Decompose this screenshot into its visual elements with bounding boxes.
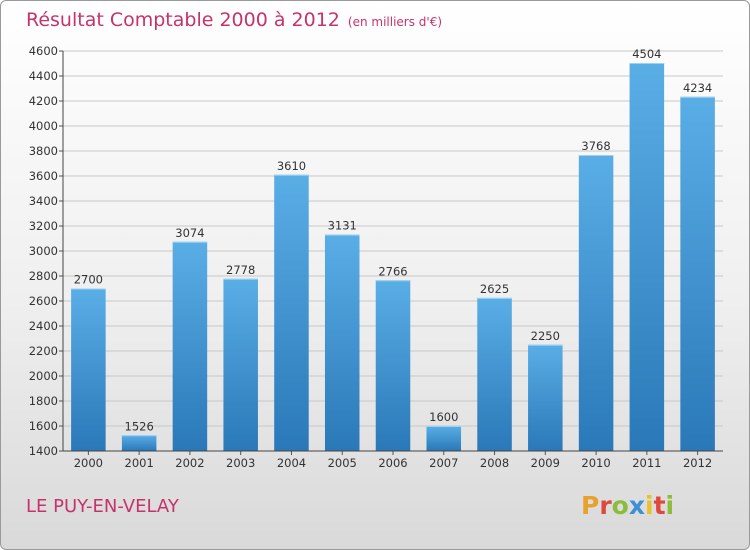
y-tick-label: 3400	[29, 194, 58, 208]
x-tick-label: 2011	[632, 456, 661, 470]
chart-subtitle: (en milliers d'€)	[347, 15, 443, 29]
x-tick-label: 2008	[480, 456, 509, 470]
data-label-2009: 2250	[531, 329, 560, 343]
x-tick-label: 2012	[683, 456, 712, 470]
y-tick-label: 2000	[29, 369, 58, 383]
bar-2006	[375, 280, 411, 451]
bar-2005	[324, 234, 360, 451]
x-tick-label: 2004	[277, 456, 306, 470]
x-tick-label: 2002	[175, 456, 204, 470]
proxiti-logo: Proxiti	[581, 491, 674, 520]
logo-letter: P	[581, 491, 600, 520]
x-tick-label: 2007	[429, 456, 458, 470]
logo-letter: o	[611, 491, 629, 520]
y-tick-label: 3800	[29, 144, 58, 158]
logo-letter: i	[645, 491, 654, 520]
bar-2011	[629, 63, 665, 451]
logo-letter: x	[628, 491, 645, 520]
y-tick-label: 1400	[29, 444, 58, 458]
bar-2009	[528, 344, 563, 451]
x-tick-label: 2000	[74, 456, 103, 470]
y-tick-label: 3600	[29, 169, 58, 183]
x-tick-label: 2003	[226, 456, 255, 470]
y-tick-label: 3200	[29, 219, 58, 233]
x-tick-label: 2010	[581, 456, 610, 470]
logo-letter: i	[665, 491, 675, 520]
logo-letter: t	[653, 491, 666, 520]
y-tick-label: 2800	[29, 269, 58, 283]
data-label-2012: 4234	[683, 81, 712, 95]
bar-2010	[578, 155, 614, 451]
data-label-2006: 2766	[378, 264, 407, 278]
bar-2001	[121, 435, 157, 451]
place-name: LE PUY-EN-VELAY	[26, 496, 179, 517]
y-tick-label: 2200	[29, 344, 58, 358]
data-label-2001: 1526	[125, 419, 154, 433]
y-tick-label: 3000	[29, 244, 58, 258]
bar-2004	[274, 174, 309, 451]
bar-2012	[680, 96, 715, 451]
bar-2003	[223, 278, 258, 451]
data-label-2000: 2700	[74, 273, 103, 287]
bars: 2700 1526 3074 2778 3610 3131 2766 1600 2625 2250…	[71, 47, 715, 451]
y-tick-label: 1800	[29, 394, 58, 408]
data-label-2008: 2625	[480, 282, 509, 296]
data-label-2005: 3131	[328, 219, 357, 233]
bar-2008	[477, 297, 512, 451]
bar-2002	[172, 241, 208, 451]
data-label-2007: 1600	[429, 410, 458, 424]
bar-2007	[426, 426, 462, 451]
data-label-2010: 3768	[581, 139, 610, 153]
y-tick-label: 4200	[29, 94, 58, 108]
y-tick-label: 4000	[29, 119, 58, 133]
y-tick-label: 2600	[29, 294, 58, 308]
y-axis-ticks: 1400 1600 1800 2000 2200 2400 2600 2800 3000 3200…	[29, 44, 63, 458]
logo-letter: r	[599, 491, 612, 520]
y-tick-label: 1600	[29, 419, 58, 433]
x-tick-label: 2005	[328, 456, 357, 470]
data-label-2011: 4504	[632, 47, 661, 61]
y-tick-label: 4600	[29, 44, 58, 58]
y-tick-label: 2400	[29, 319, 58, 333]
chart-title: Résultat Comptable 2000 à 2012 (en millie…	[26, 9, 442, 31]
data-label-2002: 3074	[175, 226, 204, 240]
data-label-2003: 2778	[226, 263, 255, 277]
chart-title-text: Résultat Comptable 2000 à 2012	[26, 9, 340, 31]
x-tick-label: 2001	[125, 456, 154, 470]
y-tick-label: 4400	[29, 69, 58, 83]
x-tick-label: 2006	[378, 456, 407, 470]
x-tick-label: 2009	[531, 456, 560, 470]
data-label-2004: 3610	[277, 159, 306, 173]
bar-2000	[71, 288, 106, 451]
x-axis-ticks: 2000 2001 2002 2003 2004 2005 2006 2007 2008 2009…	[74, 451, 712, 470]
